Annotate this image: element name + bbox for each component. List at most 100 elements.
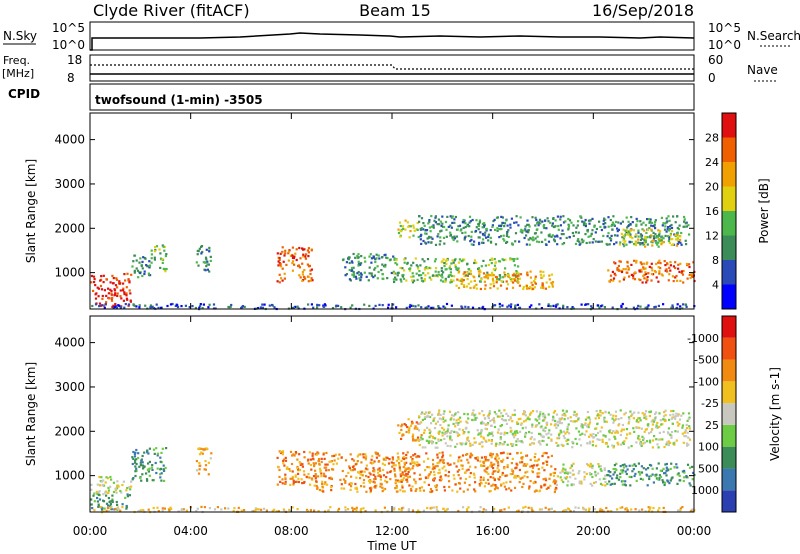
- power-echo-cell: [650, 228, 653, 231]
- velocity-echo-cell: [481, 440, 484, 444]
- power-echo-cell: [542, 286, 545, 290]
- power-echo-cell: [506, 283, 510, 286]
- power-echo-cell: [510, 280, 513, 283]
- velocity-echo-cell: [559, 476, 562, 479]
- velocity-echo-cell: [501, 471, 504, 475]
- velocity-echo-cell: [350, 485, 353, 488]
- power-echo-cell: [597, 240, 600, 243]
- power-echo-cell: [509, 223, 512, 226]
- power-echo-cell: [634, 233, 638, 236]
- velocity-echo-cell: [560, 431, 563, 434]
- velocity-echo-cell: [105, 509, 108, 512]
- velocity-echo-cell: [480, 456, 484, 459]
- velocity-echo-cell: [678, 423, 681, 426]
- velocity-echo-cell: [400, 459, 403, 462]
- power-echo-cell: [561, 243, 564, 246]
- power-echo-cell: [668, 235, 671, 239]
- velocity-echo-cell: [562, 414, 565, 417]
- power-echo-cell: [393, 278, 396, 281]
- power-echo-cell: [163, 245, 166, 248]
- power-echo-cell: [519, 273, 523, 276]
- power-echo-cell: [542, 274, 545, 277]
- velocity-echo-cell: [484, 439, 487, 442]
- velocity-echo-cell: [479, 460, 482, 463]
- velocity-echo-cell: [395, 484, 398, 487]
- power-echo-cell: [619, 269, 622, 272]
- power-echo-cell: [99, 304, 102, 307]
- velocity-echo-cell: [281, 450, 285, 453]
- power-echo-cell: [420, 242, 423, 245]
- velocity-colorbar-segment: [722, 468, 736, 491]
- velocity-echo-cell: [373, 470, 376, 473]
- power-echo-cell: [553, 225, 556, 228]
- power-echo-cell: [439, 236, 442, 239]
- power-echo-cell: [491, 274, 494, 277]
- velocity-echo-cell: [683, 435, 686, 438]
- power-echo-cell: [110, 289, 113, 293]
- velocity-echo-cell: [564, 414, 567, 417]
- power-echo-cell: [128, 289, 131, 292]
- velocity-echo-cell: [604, 474, 607, 477]
- power-echo-cell: [228, 306, 231, 309]
- velocity-echo-cell: [156, 454, 159, 457]
- velocity-echo-cell: [132, 450, 135, 454]
- velocity-echo-cell: [449, 463, 452, 466]
- power-echo-cell: [398, 221, 402, 224]
- velocity-echo-cell: [658, 474, 661, 477]
- velocity-echo-cell: [432, 506, 435, 509]
- velocity-echo-cell: [474, 441, 477, 444]
- power-echo-cell: [207, 263, 210, 266]
- velocity-echo-cell: [574, 477, 577, 480]
- velocity-echo-cell: [569, 510, 572, 513]
- power-echo-cell: [679, 279, 682, 282]
- velocity-echo-cell: [467, 439, 471, 443]
- power-echo-cell: [617, 264, 620, 268]
- velocity-echo-cell: [374, 509, 377, 512]
- velocity-echo-cell: [658, 507, 661, 510]
- velocity-echo-cell: [344, 506, 347, 509]
- power-echo-cell: [309, 272, 312, 276]
- velocity-echo-cell: [490, 484, 493, 487]
- power-echo-cell: [199, 304, 202, 308]
- velocity-echo-cell: [213, 508, 217, 511]
- power-colorbar-segment: [722, 284, 736, 309]
- power-echo-cell: [522, 287, 525, 291]
- power-echo-cell: [92, 275, 96, 278]
- velocity-echo-cell: [152, 448, 156, 451]
- power-echo-cell: [516, 278, 519, 281]
- velocity-echo-cell: [632, 468, 635, 471]
- velocity-echo-cell: [162, 468, 165, 471]
- velocity-echo-cell: [546, 460, 549, 463]
- velocity-echo-cell: [538, 508, 542, 511]
- velocity-echo-cell: [459, 487, 462, 490]
- power-echo-cell: [660, 241, 663, 244]
- power-echo-cell: [620, 305, 623, 308]
- power-echo-cell: [422, 222, 425, 225]
- velocity-echo-cell: [586, 442, 589, 445]
- velocity-echo-cell: [629, 432, 632, 435]
- power-echo-cell: [463, 236, 466, 239]
- power-echo-cell: [625, 307, 628, 310]
- power-echo-cell: [115, 278, 119, 281]
- velocity-echo-cell: [115, 500, 118, 504]
- velocity-echo-cell: [681, 426, 684, 429]
- velocity-echo-cell: [664, 471, 667, 475]
- velocity-echo-cell: [491, 418, 494, 421]
- power-echo-cell: [550, 235, 553, 238]
- velocity-echo-cell: [340, 487, 343, 490]
- velocity-echo-cell: [498, 478, 501, 481]
- velocity-echo-cell: [532, 442, 535, 445]
- velocity-echo-cell: [417, 429, 421, 432]
- velocity-colorbar-tick: 100: [698, 441, 719, 454]
- power-echo-cell: [473, 240, 476, 243]
- velocity-echo-cell: [442, 420, 445, 423]
- velocity-echo-cell: [586, 416, 589, 419]
- velocity-echo-cell: [493, 478, 496, 482]
- power-echo-cell: [301, 247, 304, 250]
- velocity-echo-cell: [157, 510, 160, 513]
- power-echo-cell: [373, 274, 376, 277]
- velocity-echo-cell: [553, 424, 556, 427]
- velocity-echo-cell: [198, 468, 201, 471]
- velocity-echo-cell: [638, 509, 641, 512]
